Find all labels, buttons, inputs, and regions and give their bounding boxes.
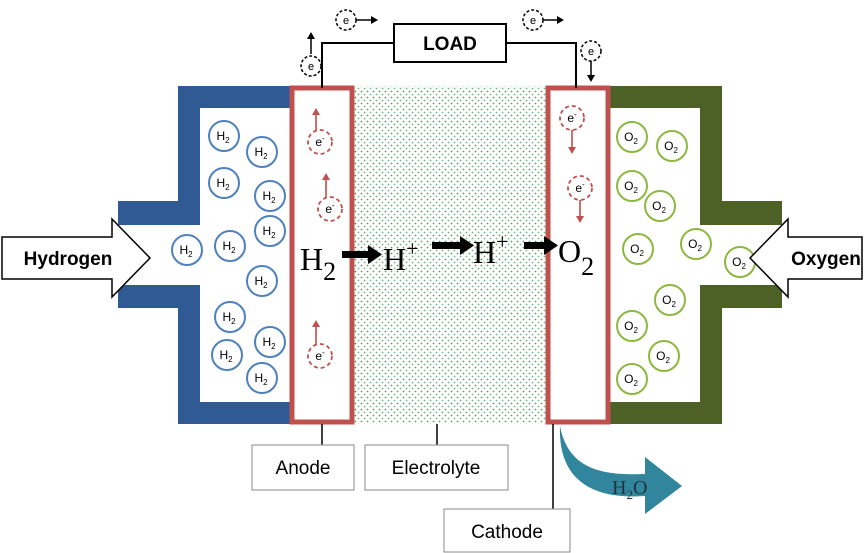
oxygen-molecule-2: O2 bbox=[656, 130, 688, 162]
oxygen-molecule-11: O2 bbox=[616, 363, 648, 395]
oxygen-molecule-5: O2 bbox=[680, 228, 712, 260]
svg-text:O2: O2 bbox=[662, 293, 676, 309]
reaction-arrow-1 bbox=[342, 245, 382, 264]
electrolyte-region bbox=[353, 86, 547, 424]
svg-text:e: e bbox=[588, 46, 594, 58]
oxygen-inlet-arrow: Oxygen bbox=[748, 217, 863, 299]
wire-electron-4: e bbox=[580, 40, 602, 82]
anode-electron-3: e- bbox=[307, 320, 333, 369]
svg-text:H2: H2 bbox=[262, 335, 276, 351]
svg-text:H2: H2 bbox=[222, 239, 236, 255]
svg-text:O2: O2 bbox=[624, 319, 638, 335]
svg-text:e-: e- bbox=[567, 110, 577, 125]
hydrogen-inlet-arrow: Hydrogen bbox=[1, 217, 152, 299]
svg-text:O2: O2 bbox=[624, 372, 638, 388]
hydrogen-inlet-label: Hydrogen bbox=[24, 249, 113, 270]
hydrogen-molecule-1: H2 bbox=[208, 120, 240, 152]
load-box bbox=[393, 23, 507, 63]
external-circuit-wire-right bbox=[506, 42, 577, 88]
svg-text:H2: H2 bbox=[216, 176, 230, 192]
reaction-h2: H2 bbox=[300, 241, 336, 286]
cathode-label: Cathode bbox=[471, 522, 543, 543]
hydrogen-molecule-9: H2 bbox=[214, 301, 246, 333]
oxygen-molecule-4: O2 bbox=[644, 190, 676, 222]
cathode-electron-2: e- bbox=[567, 175, 593, 223]
svg-text:e-: e- bbox=[575, 180, 585, 195]
svg-text:O2: O2 bbox=[656, 349, 670, 365]
hydrogen-molecules: H2 H2 H2 H2 H2 H2 H2 H2 H2 H2 H2 H2 bbox=[171, 120, 286, 394]
reaction-o2: O2 bbox=[558, 233, 594, 281]
svg-text:e: e bbox=[308, 61, 314, 73]
svg-text:H2: H2 bbox=[216, 129, 230, 145]
hydrogen-molecule-12: H2 bbox=[246, 362, 278, 394]
svg-text:H2: H2 bbox=[254, 274, 268, 290]
wire-electron-2: e bbox=[335, 9, 378, 31]
svg-text:O2: O2 bbox=[664, 139, 678, 155]
hydrogen-molecule-7: H2 bbox=[214, 230, 246, 262]
hydrogen-molecule-10: H2 bbox=[254, 326, 286, 358]
svg-text:O2: O2 bbox=[630, 242, 644, 258]
svg-text:H2: H2 bbox=[222, 310, 236, 326]
svg-text:O2: O2 bbox=[624, 179, 638, 195]
hydrogen-molecule-3: H2 bbox=[208, 167, 240, 199]
load-label: LOAD bbox=[423, 34, 477, 55]
oxygen-inlet-label: Oxygen bbox=[791, 249, 861, 270]
anode-electron-1: e- bbox=[307, 108, 333, 155]
anode-label: Anode bbox=[276, 458, 331, 479]
cathode-electrode bbox=[545, 85, 611, 425]
water-label: H2O bbox=[612, 477, 647, 502]
svg-text:H2: H2 bbox=[262, 189, 276, 205]
oxygen-molecules: O2 O2 O2 O2 O2 O2 O2 O2 O2 O2 O2 bbox=[616, 121, 756, 395]
oxygen-molecule-1: O2 bbox=[616, 121, 648, 153]
reaction-arrow-2 bbox=[432, 236, 474, 255]
svg-text:e: e bbox=[530, 15, 536, 27]
svg-text:O2: O2 bbox=[652, 199, 666, 215]
oxygen-molecule-6: O2 bbox=[622, 233, 654, 265]
water-exit-arrow bbox=[559, 426, 682, 514]
svg-text:H2: H2 bbox=[219, 348, 233, 364]
svg-text:e-: e- bbox=[315, 134, 325, 149]
oxygen-molecule-3: O2 bbox=[616, 170, 648, 202]
wire-electron-1: e bbox=[300, 32, 322, 77]
svg-text:H2: H2 bbox=[179, 243, 193, 259]
oxygen-molecule-9: O2 bbox=[616, 310, 648, 342]
hydrogen-molecule-2: H2 bbox=[246, 136, 278, 168]
hydrogen-molecule-11: H2 bbox=[211, 339, 243, 371]
wire-electron-3: e bbox=[522, 9, 564, 31]
svg-text:O2: O2 bbox=[624, 130, 638, 146]
svg-text:e-: e- bbox=[325, 201, 335, 216]
svg-text:O2: O2 bbox=[688, 237, 702, 253]
electrolyte-label: Electrolyte bbox=[392, 458, 481, 479]
hydrogen-molecule-5: H2 bbox=[254, 215, 286, 247]
external-circuit-wire-left bbox=[321, 42, 394, 88]
svg-text:H2: H2 bbox=[262, 224, 276, 240]
reaction-h-plus-2: H+ bbox=[473, 229, 509, 270]
reaction-h-plus-1: H+ bbox=[383, 236, 419, 277]
cathode-electron-1: e- bbox=[559, 105, 585, 154]
svg-text:H2: H2 bbox=[254, 145, 268, 161]
hydrogen-molecule-6: H2 bbox=[171, 234, 203, 266]
anode-electron-2: e- bbox=[317, 173, 343, 222]
reaction-arrow-3 bbox=[524, 236, 558, 255]
svg-text:e: e bbox=[343, 15, 349, 27]
oxygen-molecule-7: O2 bbox=[724, 246, 756, 278]
svg-text:H2: H2 bbox=[254, 371, 268, 387]
hydrogen-molecule-4: H2 bbox=[254, 180, 286, 212]
hydrogen-molecule-8: H2 bbox=[246, 265, 278, 297]
svg-text:O2: O2 bbox=[732, 255, 746, 271]
svg-text:e-: e- bbox=[315, 348, 325, 363]
oxygen-molecule-10: O2 bbox=[648, 340, 680, 372]
oxygen-molecule-8: O2 bbox=[654, 284, 686, 316]
